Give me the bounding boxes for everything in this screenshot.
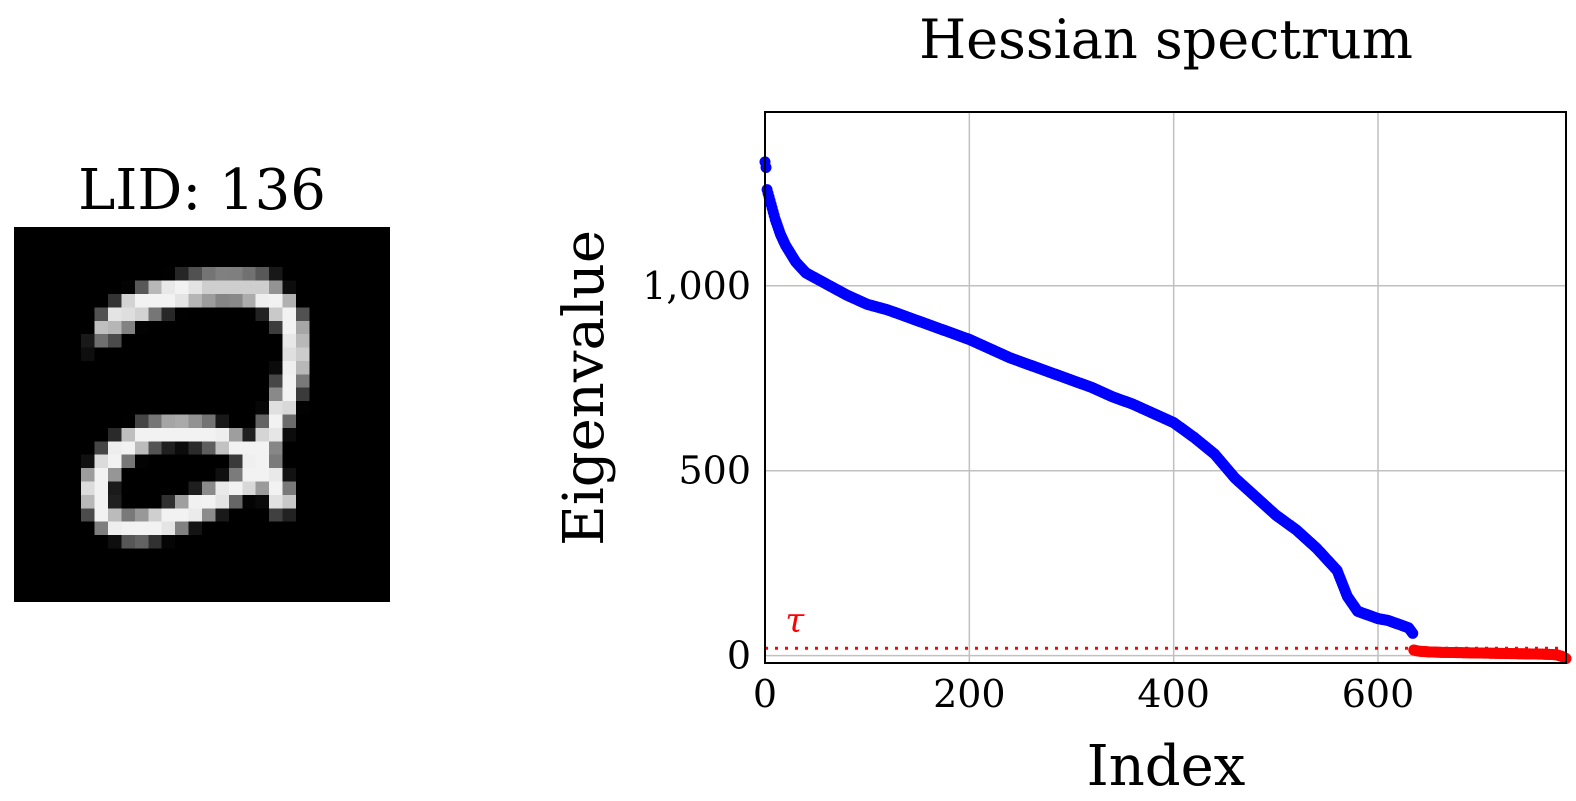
grid xyxy=(765,112,1566,663)
y-axis-title: Eigenvalue xyxy=(552,230,617,546)
x-tick-label: 600 xyxy=(1342,672,1415,716)
data-points xyxy=(759,156,1572,665)
x-tick-label: 400 xyxy=(1137,672,1210,716)
series-above-threshold xyxy=(759,156,1419,639)
digit-title: LID: 136 xyxy=(78,158,326,223)
data-point xyxy=(760,161,772,173)
series-below-threshold xyxy=(1408,644,1572,665)
plot-frame xyxy=(764,111,1567,664)
y-tick-label: 1,000 xyxy=(642,264,751,308)
x-tick-label: 0 xyxy=(753,672,777,716)
tick-labels: 0 200 400 600 0 500 1,000 xyxy=(642,264,1414,716)
data-point xyxy=(1407,627,1419,639)
x-tick-label: 200 xyxy=(933,672,1006,716)
x-axis-title: Index xyxy=(1087,734,1246,799)
y-tick-label: 500 xyxy=(678,449,751,493)
digit-image xyxy=(14,227,390,602)
threshold-label: τ xyxy=(785,601,805,641)
threshold: τ xyxy=(765,601,1566,650)
y-tick-label: 0 xyxy=(727,634,751,678)
chart-title: Hessian spectrum xyxy=(919,8,1413,71)
